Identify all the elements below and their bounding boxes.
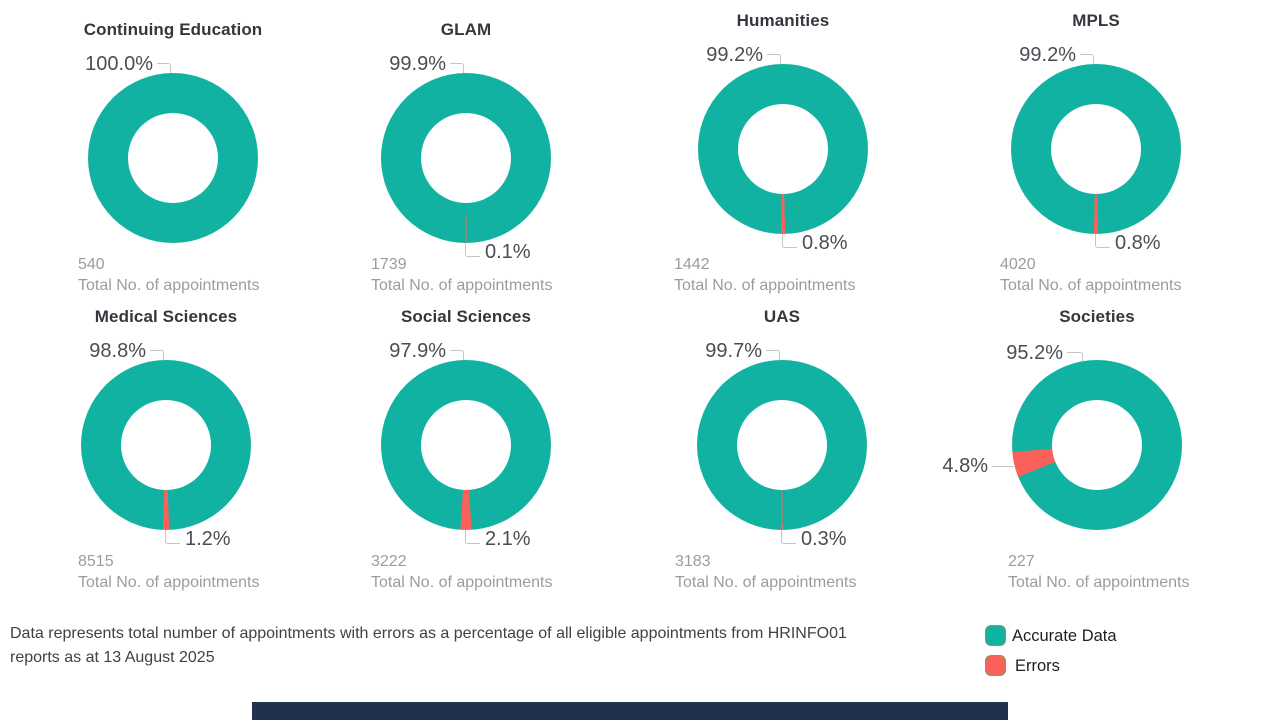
- donut-chart[interactable]: [81, 360, 251, 530]
- legend-item-accurate[interactable]: Accurate Data: [985, 625, 1117, 646]
- legend-swatch-accurate-icon: [985, 625, 1006, 646]
- accurate-pct-label: 99.2%: [706, 44, 763, 66]
- accurate-pct-label: 95.2%: [1006, 342, 1063, 364]
- donut-chart[interactable]: [1011, 64, 1181, 234]
- total-value: 1442: [674, 256, 710, 273]
- leader-line: [782, 234, 797, 248]
- total-caption: Total No. of appointments: [371, 574, 553, 591]
- total-value: 3183: [675, 553, 711, 570]
- donut-chart[interactable]: [1012, 360, 1182, 530]
- errors-pct-label: 0.8%: [1115, 232, 1161, 254]
- leader-line: [450, 350, 464, 361]
- legend-label: Accurate Data: [1012, 626, 1117, 645]
- accurate-pct-label: 99.7%: [705, 340, 762, 362]
- leader-line: [150, 350, 164, 361]
- donut-chart[interactable]: [698, 64, 868, 234]
- leader-line: [157, 63, 171, 74]
- chart-humanities: Humanities 99.2% 0.8% 1442 Total No. of …: [673, 0, 893, 296]
- footnote: Data represents total number of appointm…: [10, 622, 1000, 670]
- leader-line: [1067, 352, 1083, 363]
- total-caption: Total No. of appointments: [1000, 277, 1182, 294]
- donut-chart[interactable]: [381, 360, 551, 530]
- total-caption: Total No. of appointments: [78, 574, 260, 591]
- total-value: 8515: [78, 553, 114, 570]
- chart-glam: GLAM 99.9% 0.1% 1739 Total No. of appoin…: [356, 0, 576, 296]
- leader-line: [1095, 234, 1110, 248]
- chart-title: Societies: [1059, 307, 1135, 326]
- chart-title: Continuing Education: [83, 20, 263, 39]
- footnote-line-1: Data represents total number of appointm…: [10, 625, 847, 642]
- errors-pct-label: 4.8%: [942, 455, 988, 477]
- chart-medical-sciences: Medical Sciences 98.8% 1.2% 8515 Total N…: [56, 296, 276, 592]
- chart-title: Humanities: [736, 11, 830, 30]
- accurate-pct-label: 98.8%: [89, 340, 146, 362]
- errors-pct-label: 0.8%: [802, 232, 848, 254]
- chart-social-sciences: Social Sciences 97.9% 2.1% 3222 Total No…: [356, 296, 576, 592]
- accurate-pct-label: 99.9%: [389, 53, 446, 75]
- leader-line: [450, 63, 464, 74]
- footnote-line-2: reports as at 13 August 2025: [10, 649, 215, 666]
- accurate-pct-label: 97.9%: [389, 340, 446, 362]
- total-caption: Total No. of appointments: [371, 277, 553, 294]
- leader-line: [465, 243, 480, 257]
- total-caption: Total No. of appointments: [674, 277, 856, 294]
- total-value: 1739: [371, 256, 407, 273]
- chart-mpls: MPLS 99.2% 0.8% 4020 Total No. of appoin…: [986, 0, 1206, 296]
- leader-line: [767, 54, 781, 65]
- leader-line: [465, 530, 480, 544]
- chart-continuing-education: Continuing Education 100.0% 540 Total No…: [63, 0, 283, 296]
- total-caption: Total No. of appointments: [675, 574, 857, 591]
- total-value: 227: [1008, 553, 1035, 570]
- chart-title: MPLS: [1072, 11, 1120, 30]
- donut-chart[interactable]: [88, 73, 258, 243]
- bottom-nav-bar: [252, 702, 1008, 720]
- chart-title: GLAM: [440, 20, 492, 39]
- donut-chart[interactable]: [381, 73, 551, 243]
- errors-pct-label: 0.3%: [801, 528, 847, 550]
- chart-uas: UAS 99.7% 0.3% 3183 Total No. of appoint…: [672, 296, 892, 592]
- leader-line: [165, 530, 180, 544]
- total-caption: Total No. of appointments: [1008, 574, 1190, 591]
- total-value: 4020: [1000, 256, 1036, 273]
- legend-item-errors[interactable]: Errors: [985, 655, 1060, 676]
- total-value: 3222: [371, 553, 407, 570]
- errors-pct-label: 1.2%: [185, 528, 231, 550]
- leader-line: [1080, 54, 1094, 65]
- legend-swatch-errors-icon: [985, 655, 1006, 676]
- chart-societies: Societies 95.2% 4.8% 227 Total No. of ap…: [942, 296, 1207, 592]
- chart-title: Social Sciences: [400, 307, 532, 326]
- chart-title: UAS: [763, 307, 801, 326]
- leader-line: [992, 466, 1014, 467]
- errors-pct-label: 0.1%: [485, 241, 531, 263]
- legend-label: Errors: [1015, 656, 1060, 675]
- chart-title: Medical Sciences: [94, 307, 238, 326]
- total-caption: Total No. of appointments: [78, 277, 260, 294]
- leader-line: [766, 350, 780, 361]
- accurate-pct-label: 99.2%: [1019, 44, 1076, 66]
- accurate-pct-label: 100.0%: [85, 53, 153, 75]
- errors-pct-label: 2.1%: [485, 528, 531, 550]
- total-value: 540: [78, 256, 105, 273]
- leader-line: [781, 530, 796, 544]
- donut-chart[interactable]: [697, 360, 867, 530]
